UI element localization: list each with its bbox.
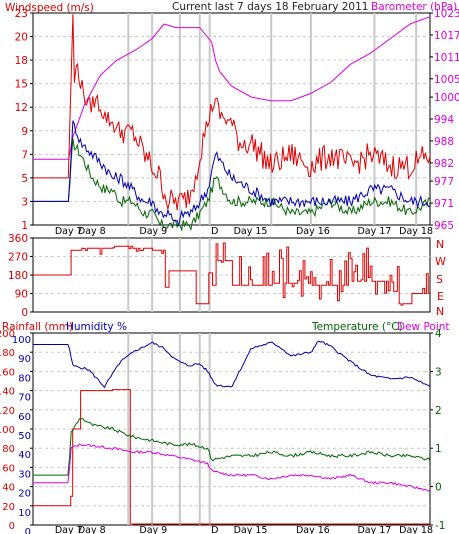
wind-x-tick-label-5: Day 16 <box>296 226 330 237</box>
rainfall-line <box>33 389 430 526</box>
wind-y-tick-label-2: 5 <box>21 173 28 185</box>
wind-x-tick-label-3: D <box>211 226 218 237</box>
rain-x-tick-label-3: D <box>211 525 218 534</box>
barometer-axis-label: Barometer (hPa) <box>371 1 457 13</box>
temp-y-tick-label-2: 1 <box>435 443 442 455</box>
rain-y-tick-label-5: 100 <box>0 425 15 436</box>
rain-y-tick-label-4: 80 <box>2 444 15 455</box>
humidity-line <box>33 340 431 389</box>
direction-y-tick-label-1: 90 <box>15 289 28 301</box>
direction-letter-w: W <box>435 255 446 268</box>
humidity-y-tick-label-2: 20 <box>18 489 31 500</box>
rain-y-tick-label-3: 60 <box>2 463 15 474</box>
rain-x-tick-label-7: Day 18 <box>399 525 433 534</box>
wind-y-tick-label-7: 18 <box>15 55 28 67</box>
wind-x-tick-label-4: Day 15 <box>234 226 268 237</box>
rain-y-tick-label-0: 0 <box>9 521 15 532</box>
wind-y-tick-label-9: 23 <box>15 8 28 20</box>
wind-x-tick-label-6: Day 17 <box>357 226 391 237</box>
wind-x-tick-label-7: Day 18 <box>399 226 433 237</box>
humidity-y-tick-label-9: 90 <box>18 354 31 365</box>
wind-gust-line <box>33 14 431 211</box>
temperature-axis-label: Temperature (°C) <box>311 321 403 333</box>
humidity-y-tick-label-7: 70 <box>18 393 31 404</box>
wind-y-tick-label-6: 15 <box>15 79 28 91</box>
rain-y-tick-label-9: 180 <box>0 348 15 359</box>
baro-y-tick-label-0: 965 <box>434 220 454 232</box>
baro-y-tick-label-9: 1017 <box>434 30 459 42</box>
wind-y-tick-label-1: 3 <box>21 196 28 208</box>
humidity-y-tick-label-1: 10 <box>18 508 31 519</box>
dewpoint-line <box>33 443 431 492</box>
humidity-y-tick-label-0: 0 <box>25 527 31 534</box>
rain-y-tick-label-7: 140 <box>0 387 15 398</box>
windspeed-axis-label: Windspeed (m/s) <box>5 2 94 14</box>
temp-y-tick-label-4: 3 <box>435 366 442 378</box>
direction-letter-s: S <box>436 273 443 286</box>
wind-x-tick-label-2: Day 9 <box>139 226 167 237</box>
wind-x-tick-label-1: Day 8 <box>78 226 106 237</box>
dewpoint-axis-label: Dew Point <box>397 321 450 333</box>
direction-y-tick-label-3: 270 <box>8 252 28 264</box>
wind-panel-frame <box>32 12 431 226</box>
wind-y-tick-label-0: 1 <box>21 220 28 232</box>
baro-y-tick-label-4: 988 <box>434 136 454 148</box>
wind-y-tick-label-8: 20 <box>15 32 28 44</box>
temp-y-tick-label-5: 4 <box>435 328 442 340</box>
direction-letter-n-top: N <box>436 238 444 251</box>
direction-letter-n-bottom: N <box>436 305 444 318</box>
chart-title: Current last 7 days 18 February 2011 <box>172 1 368 13</box>
direction-letter-e: E <box>437 290 444 303</box>
rain-y-tick-label-6: 120 <box>0 406 15 417</box>
humidity-y-tick-label-6: 60 <box>18 412 31 423</box>
wind-average-line <box>33 120 431 226</box>
rainfall-axis-label: Rainfall (mm) <box>2 321 73 333</box>
baro-y-tick-label-8: 1011 <box>434 52 459 64</box>
temp-y-tick-label-1: 0 <box>435 482 442 494</box>
rain-x-tick-label-6: Day 17 <box>357 525 391 534</box>
baro-y-tick-label-10: 1023 <box>434 8 459 20</box>
humidity-y-tick-label-10: 100 <box>12 335 31 346</box>
wind-x-tick-label-0: Day 7 <box>55 226 83 237</box>
temperature-line <box>33 418 431 476</box>
baro-y-tick-label-5: 994 <box>434 114 454 126</box>
humidity-y-tick-label-5: 50 <box>18 431 31 442</box>
rain-x-tick-label-4: Day 15 <box>234 525 268 534</box>
rain-x-tick-label-5: Day 16 <box>296 525 330 534</box>
humidity-y-tick-label-4: 40 <box>18 450 31 461</box>
humidity-y-tick-label-8: 80 <box>18 373 31 384</box>
temp-y-tick-label-3: 2 <box>435 405 442 417</box>
wind-low-line <box>33 138 431 232</box>
baro-y-tick-label-7: 1005 <box>434 74 459 86</box>
rain-y-tick-label-8: 160 <box>0 367 15 378</box>
wind-y-tick-label-3: 7 <box>21 149 28 161</box>
rain-y-tick-label-2: 40 <box>2 483 15 494</box>
humidity-axis-label: Humidity % <box>66 321 127 333</box>
baro-y-tick-label-3: 982 <box>434 158 454 170</box>
direction-y-tick-label-0: 0 <box>21 307 28 319</box>
direction-letters: N W S E N <box>435 238 446 318</box>
rain-y-tick-label-1: 20 <box>2 502 15 513</box>
baro-y-tick-label-6: 1000 <box>434 92 459 104</box>
baro-y-tick-label-1: 971 <box>434 198 454 210</box>
barometer-line <box>33 16 431 160</box>
wind-direction-line <box>33 242 430 306</box>
wind-y-tick-label-4: 9 <box>21 126 28 138</box>
rain-x-tick-label-2: Day 9 <box>139 525 167 534</box>
temp-y-tick-label-0: -1 <box>435 520 445 532</box>
rain-x-tick-label-0: Day 7 <box>55 525 83 534</box>
wind-y-tick-label-5: 12 <box>15 102 28 114</box>
direction-y-tick-label-2: 180 <box>8 270 28 282</box>
rain-y-tick-label-10: 200 <box>0 329 15 340</box>
rain-x-tick-label-1: Day 8 <box>78 525 106 534</box>
direction-y-tick-label-4: 360 <box>8 233 28 245</box>
humidity-y-tick-label-3: 30 <box>18 469 31 480</box>
baro-y-tick-label-2: 977 <box>434 176 454 188</box>
